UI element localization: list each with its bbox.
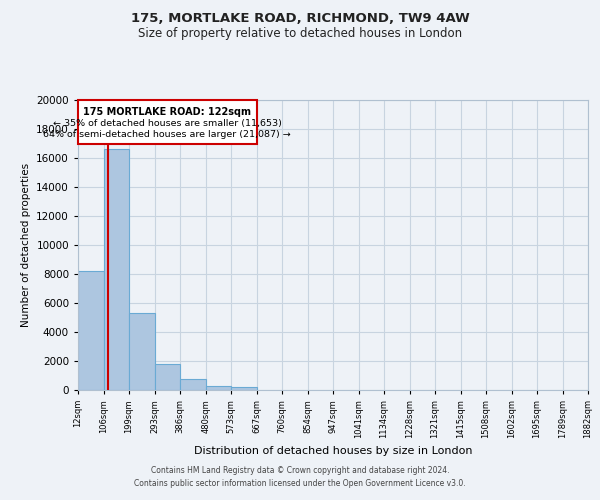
FancyBboxPatch shape [78,100,257,144]
Bar [78,271,104,390]
Bar [155,364,180,390]
Text: 175 MORTLAKE ROAD: 122sqm: 175 MORTLAKE ROAD: 122sqm [83,108,251,118]
Text: 64% of semi-detached houses are larger (21,087) →: 64% of semi-detached houses are larger (… [43,130,291,140]
Bar [104,150,129,390]
Bar [231,386,257,390]
Bar [206,386,231,390]
Bar [129,313,155,390]
X-axis label: Distribution of detached houses by size in London: Distribution of detached houses by size … [194,446,472,456]
Text: Contains HM Land Registry data © Crown copyright and database right 2024.
Contai: Contains HM Land Registry data © Crown c… [134,466,466,487]
Bar [180,379,206,390]
Y-axis label: Number of detached properties: Number of detached properties [20,163,31,327]
Text: Size of property relative to detached houses in London: Size of property relative to detached ho… [138,28,462,40]
Text: ← 35% of detached houses are smaller (11,653): ← 35% of detached houses are smaller (11… [53,119,282,128]
Text: 175, MORTLAKE ROAD, RICHMOND, TW9 4AW: 175, MORTLAKE ROAD, RICHMOND, TW9 4AW [131,12,469,26]
